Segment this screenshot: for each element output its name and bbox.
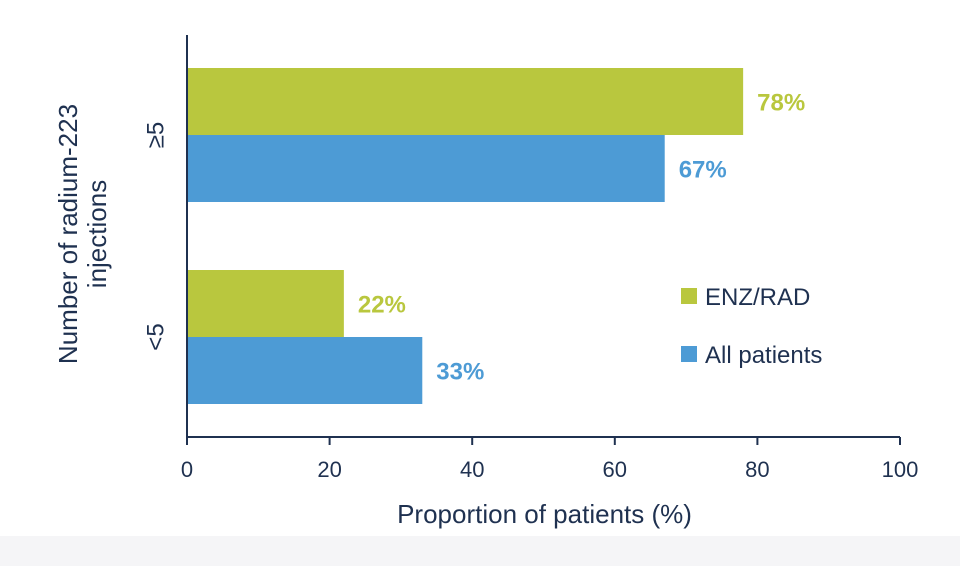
- x-tick-label: 20: [317, 457, 341, 482]
- x-tick-label: 100: [882, 457, 919, 482]
- x-tick-label: 0: [181, 457, 193, 482]
- legend-swatch: [681, 288, 697, 304]
- legend-label: ENZ/RAD: [705, 284, 810, 311]
- x-tick-label: 60: [603, 457, 627, 482]
- x-tick-label: 40: [460, 457, 484, 482]
- bottom-strip: [0, 536, 960, 566]
- category-labels-group: ≥5 <5: [142, 122, 169, 351]
- bar-enz-rad-lt5: [187, 270, 344, 337]
- x-axis-title: Proportion of patients (%): [397, 499, 692, 529]
- x-ticks-group: 0 20 40 60 80 100: [181, 437, 918, 482]
- data-label: 33%: [436, 359, 484, 386]
- bar-all-patients-ge5: [187, 135, 665, 202]
- y-axis-title: Number of radium-223injections: [53, 104, 112, 364]
- data-label: 67%: [679, 157, 727, 184]
- category-label-ge5: ≥5: [142, 122, 169, 149]
- bar-enz-rad-ge5: [187, 68, 744, 135]
- x-tick-label: 80: [745, 457, 769, 482]
- bar-chart: 78% 67% 22% 33% 0 20 40 60 80 100 ≥5 <5 Proportio…: [53, 35, 918, 529]
- bars-group: [187, 68, 744, 404]
- y-axis-title-line: Number of radium-223: [53, 104, 83, 364]
- chart-figure: 78% 67% 22% 33% 0 20 40 60 80 100 ≥5 <5 Proportio…: [53, 35, 919, 529]
- data-label: 22%: [358, 292, 406, 319]
- legend-swatch: [681, 346, 697, 362]
- data-label: 78%: [757, 90, 805, 117]
- legend: ENZ/RAD All patients: [681, 284, 822, 369]
- bar-all-patients-lt5: [187, 337, 423, 404]
- data-labels-group: 78% 67% 22% 33%: [358, 90, 805, 386]
- axes-group: [186, 35, 900, 438]
- y-axis-title-line: injections: [82, 180, 112, 288]
- legend-label: All patients: [705, 342, 822, 369]
- category-label-lt5: <5: [142, 323, 169, 350]
